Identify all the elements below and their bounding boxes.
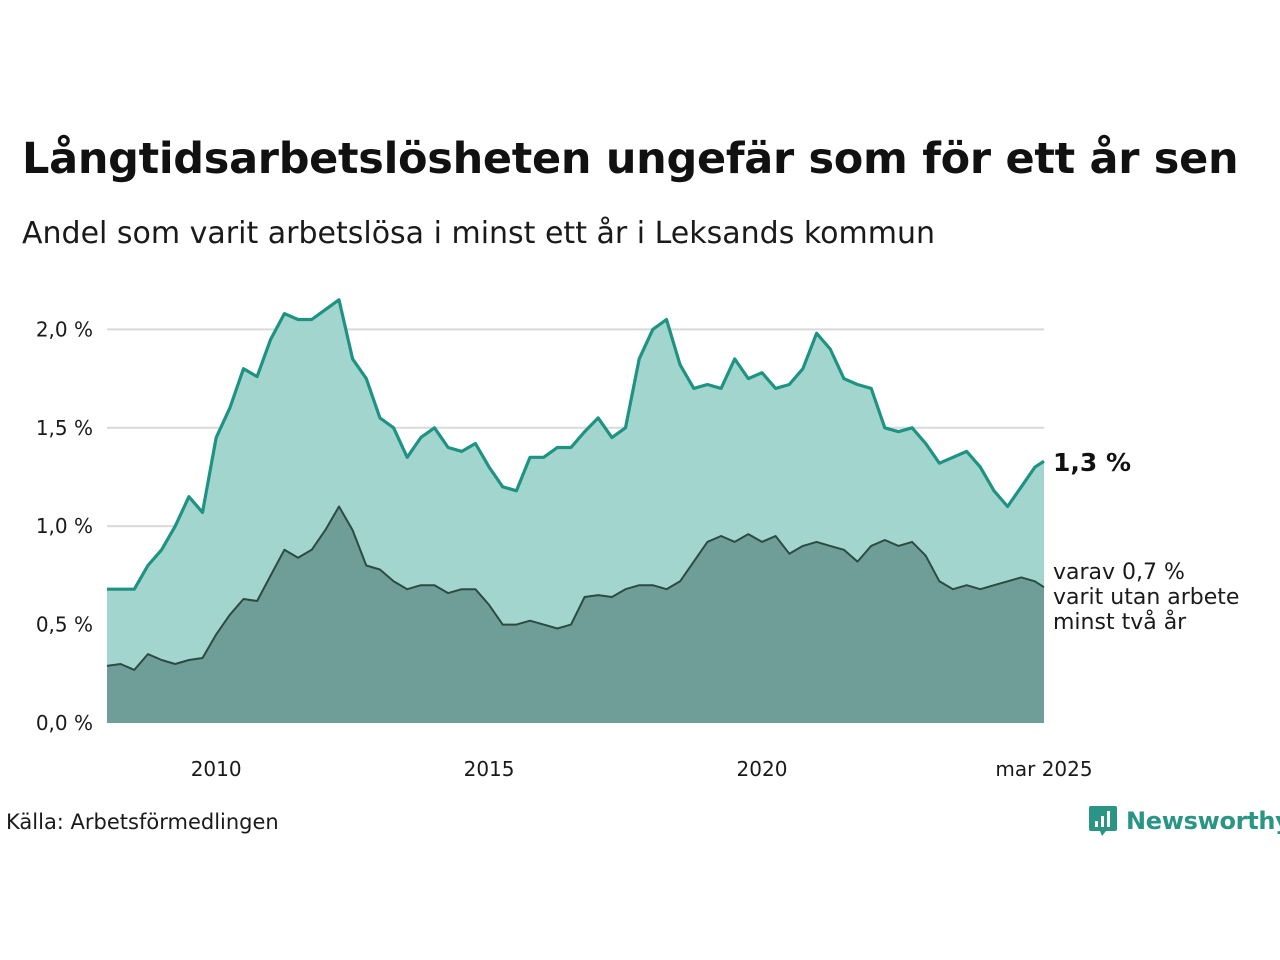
sub-series-label-line: varit utan arbete <box>1053 585 1239 610</box>
x-tick-label: mar 2025 <box>995 757 1092 781</box>
y-tick-label: 0,0 % <box>36 711 93 735</box>
series-area-minst_tva_ar <box>107 506 1044 723</box>
y-tick-label: 2,0 % <box>36 317 93 341</box>
y-tick-label: 1,0 % <box>36 514 93 538</box>
brand-logo: Newsworthy <box>1088 804 1280 838</box>
brand-name: Newsworthy <box>1126 807 1280 835</box>
x-tick-label: 2015 <box>464 757 515 781</box>
sub-series-label-line: minst två år <box>1053 609 1187 635</box>
series-line-minst_tva_ar <box>106 505 1045 671</box>
end-value-label: 1,3 % <box>1053 448 1131 477</box>
source-note: Källa: Arbetsförmedlingen <box>6 810 279 834</box>
chart-subtitle: Andel som varit arbetslösa i minst ett å… <box>22 216 936 251</box>
chart-title: Långtidsarbetslösheten ungefär som för e… <box>22 134 1239 184</box>
x-tick-label: 2020 <box>737 757 788 781</box>
sub-series-label-line: varav 0,7 % <box>1053 560 1185 585</box>
y-tick-label: 1,5 % <box>36 416 93 440</box>
y-tick-label: 0,5 % <box>36 613 93 637</box>
axis-labels: 0,0 % 0,5 % 1,0 % 1,5 % 2,0 % 2010 2015 2020 mar… <box>36 317 1093 781</box>
x-tick-label: 2010 <box>191 757 242 781</box>
series-line-minst_ett_ar <box>107 298 1045 591</box>
chart-areas <box>106 298 1045 723</box>
newsworthy-logo-icon <box>1089 806 1117 836</box>
